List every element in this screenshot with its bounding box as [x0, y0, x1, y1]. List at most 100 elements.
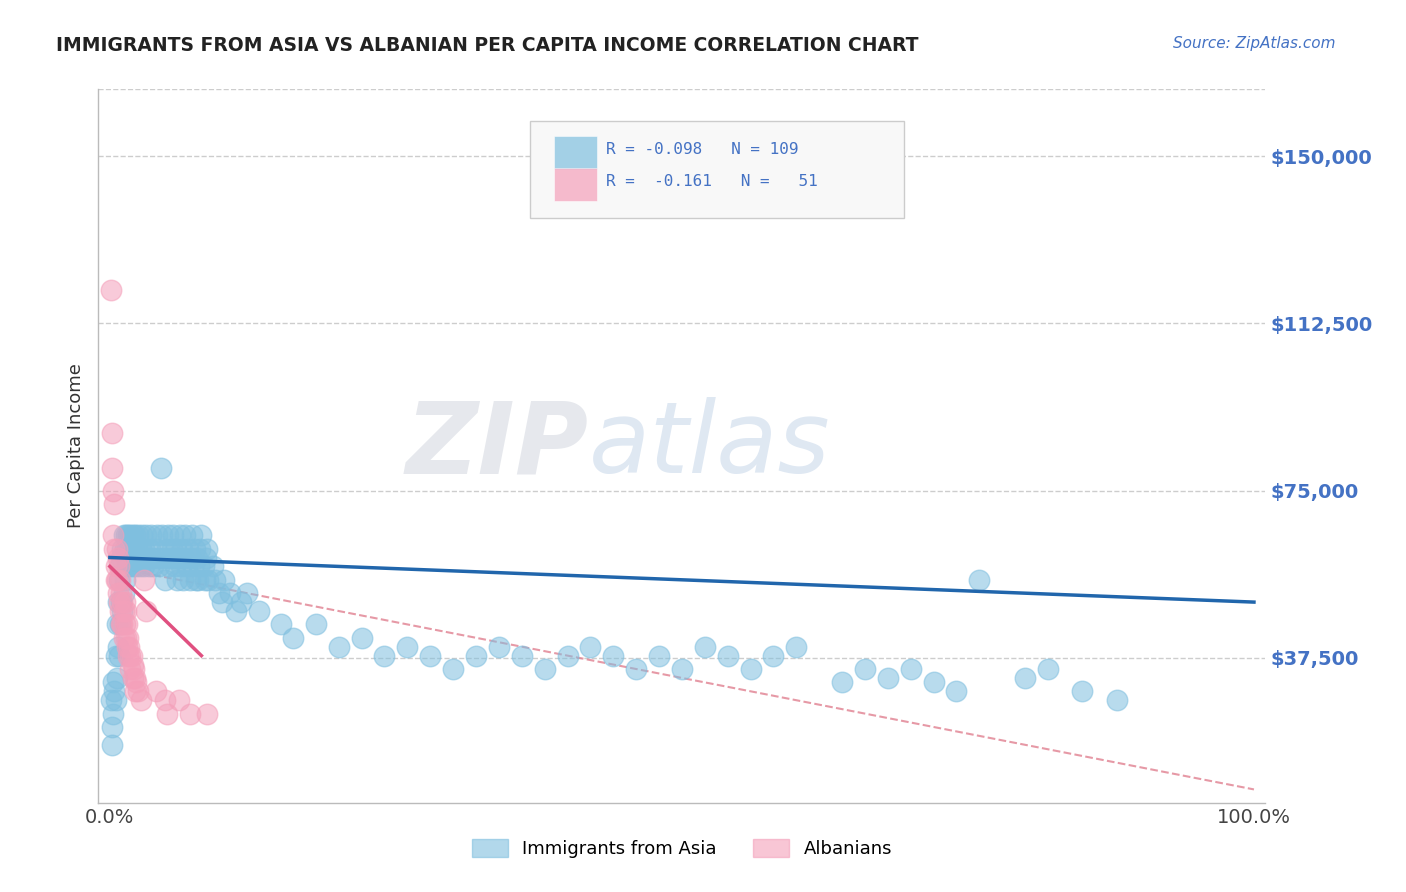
Point — [139, 541, 162, 556]
Point — [1014, 671, 1036, 685]
Point — [112, 631, 135, 645]
Point — [134, 559, 156, 574]
Point — [103, 483, 125, 498]
Point — [115, 550, 138, 565]
Point — [648, 648, 671, 663]
Point — [785, 640, 807, 654]
Point — [214, 573, 236, 587]
Point — [115, 559, 138, 574]
Point — [134, 541, 156, 556]
Point — [108, 559, 131, 574]
Point — [146, 550, 169, 565]
Point — [190, 528, 212, 542]
Point — [176, 559, 198, 574]
Point — [602, 648, 624, 663]
Point — [831, 675, 853, 690]
Point — [441, 662, 464, 676]
Point — [281, 631, 304, 645]
Point — [142, 559, 165, 574]
Point — [170, 541, 193, 556]
Point — [853, 662, 876, 676]
Point — [110, 586, 132, 600]
Point — [107, 640, 129, 654]
Point — [184, 573, 207, 587]
Point — [127, 550, 149, 565]
Point — [103, 675, 125, 690]
Text: ZIP: ZIP — [405, 398, 589, 494]
Point — [110, 550, 132, 565]
Point — [108, 573, 131, 587]
Point — [124, 684, 146, 698]
Point — [120, 662, 142, 676]
Point — [305, 617, 328, 632]
Point — [118, 640, 141, 654]
Point — [117, 550, 139, 565]
Point — [1036, 662, 1059, 676]
Point — [148, 559, 170, 574]
Point — [139, 528, 162, 542]
Point — [533, 662, 555, 676]
Point — [152, 528, 174, 542]
Point — [174, 528, 197, 542]
Point — [114, 617, 136, 632]
Point — [110, 595, 132, 609]
Point — [969, 573, 991, 587]
Point — [104, 693, 127, 707]
Point — [115, 604, 138, 618]
Point — [117, 648, 139, 663]
Point — [124, 671, 146, 685]
Point — [195, 541, 218, 556]
Point — [160, 541, 183, 556]
Point — [121, 648, 143, 663]
Point — [129, 693, 152, 707]
Point — [138, 559, 160, 574]
Point — [179, 573, 201, 587]
Point — [132, 550, 155, 565]
Point — [108, 595, 131, 609]
Point — [945, 684, 967, 698]
FancyBboxPatch shape — [530, 121, 904, 218]
Point — [922, 675, 945, 690]
Point — [195, 706, 218, 721]
Point — [146, 528, 169, 542]
Point — [101, 461, 124, 475]
Point — [108, 559, 131, 574]
Point — [152, 550, 174, 565]
Point — [419, 648, 441, 663]
Point — [103, 706, 125, 721]
Point — [114, 595, 136, 609]
FancyBboxPatch shape — [554, 136, 596, 169]
Point — [762, 648, 785, 663]
Point — [111, 541, 134, 556]
Point — [179, 706, 201, 721]
Point — [104, 559, 127, 574]
Point — [181, 528, 204, 542]
Point — [105, 671, 128, 685]
Point — [105, 541, 128, 556]
Point — [162, 528, 184, 542]
Point — [236, 586, 259, 600]
Point — [1105, 693, 1128, 707]
Point — [131, 528, 153, 542]
Point — [107, 595, 129, 609]
Point — [194, 573, 217, 587]
Point — [207, 586, 229, 600]
Point — [247, 604, 270, 618]
Point — [111, 595, 134, 609]
Point — [693, 640, 716, 654]
Point — [173, 550, 195, 565]
Point — [127, 541, 149, 556]
Point — [115, 541, 138, 556]
Point — [114, 541, 136, 556]
Point — [145, 684, 167, 698]
Point — [100, 283, 122, 297]
Point — [117, 528, 139, 542]
Y-axis label: Per Capita Income: Per Capita Income — [66, 364, 84, 528]
Point — [167, 550, 190, 565]
Point — [350, 631, 373, 645]
Point — [188, 559, 211, 574]
Point — [107, 586, 129, 600]
Point — [176, 541, 198, 556]
Point — [121, 671, 143, 685]
Point — [127, 684, 149, 698]
